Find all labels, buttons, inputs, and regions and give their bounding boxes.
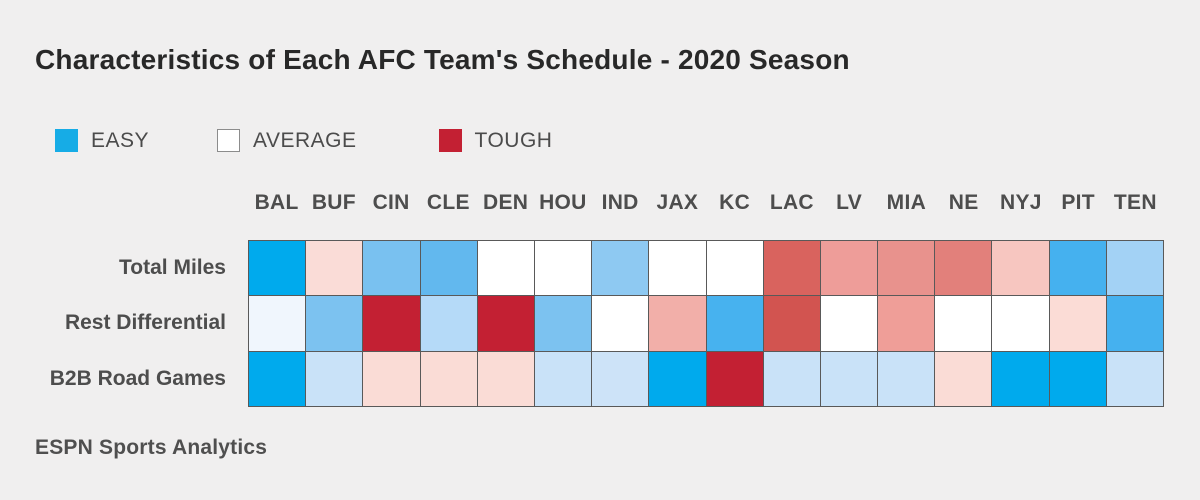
legend-label: AVERAGE	[253, 128, 357, 152]
heatmap-cell-rest-differential-bal	[249, 296, 306, 351]
heatmap-cell-rest-differential-lv	[820, 296, 878, 351]
heatmap-grid	[248, 240, 1164, 407]
heatmap-cell-rest-differential-lac	[763, 296, 820, 351]
heatmap-cell-total-miles-lac	[763, 241, 820, 296]
column-header-kc: KC	[719, 191, 751, 214]
column-headers: BAL BUF CIN CLE DEN HOU IND JAX KC LAC LV MIA NE NYJ P…	[248, 190, 1164, 216]
heatmap-cell-b2b-road-games-cin	[363, 351, 420, 406]
column-header-mia: MIA	[886, 191, 927, 214]
heatmap-cell-rest-differential-cin	[363, 296, 420, 351]
heatmap-cell-b2b-road-games-pit	[1049, 351, 1106, 406]
heatmap-cell-b2b-road-games-nyj	[992, 351, 1049, 406]
column-header-pit: PIT	[1061, 191, 1095, 214]
heatmap-cell-total-miles-pit	[1049, 241, 1106, 296]
heatmap-cell-rest-differential-mia	[878, 296, 935, 351]
heatmap-cell-rest-differential-hou	[534, 296, 592, 351]
column-header-bal: BAL	[254, 191, 299, 214]
row-label: Rest Differential	[64, 311, 226, 335]
heatmap-cell-total-miles-cin	[363, 241, 420, 296]
heatmap-cell-rest-differential-buf	[306, 296, 363, 351]
heatmap-cell-b2b-road-games-ind	[592, 351, 649, 406]
column-header-lv: LV	[836, 191, 863, 214]
heatmap-cell-b2b-road-games-den	[477, 351, 534, 406]
column-header-buf: BUF	[311, 191, 356, 214]
heatmap-cell-total-miles-hou	[534, 241, 592, 296]
legend-swatch-easy	[55, 129, 78, 152]
column-header-cle: CLE	[426, 191, 470, 214]
column-header-hou: HOU	[539, 191, 587, 214]
heatmap-cell-b2b-road-games-lv	[820, 351, 878, 406]
heatmap-cell-total-miles-nyj	[992, 241, 1049, 296]
heatmap-cell-total-miles-ten	[1106, 241, 1163, 296]
heatmap-cell-b2b-road-games-kc	[706, 351, 763, 406]
row-labels: Total Miles Rest Differential B2B Road Gam…	[0, 240, 226, 407]
heatmap-cell-total-miles-bal	[249, 241, 306, 296]
legend-item-average: AVERAGE	[217, 129, 356, 153]
heatmap-cell-total-miles-mia	[878, 241, 935, 296]
column-header-ne: NE	[948, 191, 979, 214]
column-header-nyj: NYJ	[999, 191, 1042, 214]
legend-label: EASY	[91, 128, 150, 152]
heatmap-cell-rest-differential-cle	[420, 296, 477, 351]
heatmap-cell-rest-differential-ne	[935, 296, 992, 351]
column-header-den: DEN	[483, 191, 529, 214]
legend-swatch-average	[217, 129, 241, 152]
legend: EASY AVERAGE TOUGH	[55, 128, 620, 153]
heatmap-cell-rest-differential-jax	[649, 296, 706, 351]
heatmap-cell-b2b-road-games-jax	[649, 351, 706, 406]
heatmap-cell-total-miles-cle	[420, 241, 477, 296]
heatmap-cell-rest-differential-den	[477, 296, 534, 351]
legend-label: TOUGH	[474, 128, 553, 152]
heatmap-cell-b2b-road-games-buf	[306, 351, 363, 406]
heatmap-cell-b2b-road-games-cle	[420, 351, 477, 406]
heatmap-cell-rest-differential-pit	[1049, 296, 1106, 351]
legend-swatch-tough	[438, 129, 462, 152]
row-label: Total Miles	[119, 255, 226, 279]
heatmap-cell-b2b-road-games-bal	[249, 351, 306, 406]
heatmap-cell-rest-differential-ten	[1106, 296, 1163, 351]
heatmap-cell-total-miles-jax	[649, 241, 706, 296]
heatmap-cell-b2b-road-games-hou	[534, 351, 592, 406]
heatmap-cell-rest-differential-nyj	[992, 296, 1049, 351]
column-header-cin: CIN	[372, 191, 410, 214]
heatmap-cell-b2b-road-games-mia	[878, 351, 935, 406]
legend-item-easy: EASY	[55, 129, 149, 153]
heatmap-cell-b2b-road-games-ne	[935, 351, 992, 406]
heatmap-cell-total-miles-den	[477, 241, 534, 296]
source-credit: ESPN Sports Analytics	[35, 436, 268, 459]
heatmap-cell-total-miles-ind	[592, 241, 649, 296]
row-label: B2B Road Games	[49, 367, 226, 391]
heatmap-cell-rest-differential-kc	[706, 296, 763, 351]
heatmap-cell-b2b-road-games-lac	[763, 351, 820, 406]
heatmap-cell-total-miles-buf	[306, 241, 363, 296]
column-header-jax: JAX	[656, 191, 699, 214]
column-header-lac: LAC	[769, 191, 814, 214]
chart-title: Characteristics of Each AFC Team's Sched…	[35, 44, 850, 75]
heatmap-cell-total-miles-kc	[706, 241, 763, 296]
heatmap-cell-rest-differential-ind	[592, 296, 649, 351]
heatmap-cell-total-miles-ne	[935, 241, 992, 296]
column-header-ten: TEN	[1113, 191, 1157, 214]
heatmap-cell-total-miles-lv	[820, 241, 878, 296]
column-header-ind: IND	[601, 191, 639, 214]
legend-item-tough: TOUGH	[438, 128, 553, 153]
heatmap-cell-b2b-road-games-ten	[1106, 351, 1163, 406]
